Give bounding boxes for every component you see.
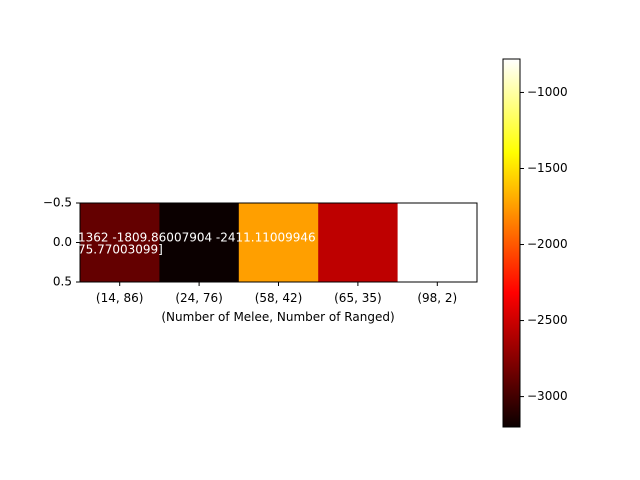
colorbar-tick-label: −1500 [527,161,568,175]
colorbar-tick-label: −2000 [527,237,568,251]
x-axis-label: (Number of Melee, Number of Ranged) [161,310,394,324]
x-tick-label: (14, 86) [96,291,144,305]
colorbar-ticks: −1000 −1500 −2000 −2500 −3000 [520,85,568,403]
colorbar [502,58,521,428]
heatmap-cell [159,203,240,282]
heatmap-cell [318,203,399,282]
cell-annotation-line1: 1362 -1809.86007904 -2411.11009946 [78,231,316,245]
x-tick-label: (24, 76) [175,291,223,305]
y-axis-ticks: −0.5 0.0 0.5 [43,196,80,289]
y-tick-label: −0.5 [43,196,72,210]
heatmap-cell [80,203,160,282]
heatmap-cell [238,203,319,282]
x-tick-label: (65, 35) [334,291,382,305]
cell-annotation-line2: 75.77003099] [78,243,163,257]
x-axis-ticks: (14, 86) (24, 76) (58, 42) (65, 35) (98, 2) [96,282,457,305]
heatmap-cell [397,203,478,282]
y-tick-label: 0.5 [53,275,72,289]
colorbar-tick-label: −3000 [527,389,568,403]
y-tick-label: 0.0 [53,235,72,249]
colorbar-tick-label: −1000 [527,85,568,99]
colorbar-tick-label: −2500 [527,313,568,327]
heatmap-cells [80,203,478,282]
x-tick-label: (98, 2) [417,291,457,305]
x-tick-label: (58, 42) [255,291,303,305]
